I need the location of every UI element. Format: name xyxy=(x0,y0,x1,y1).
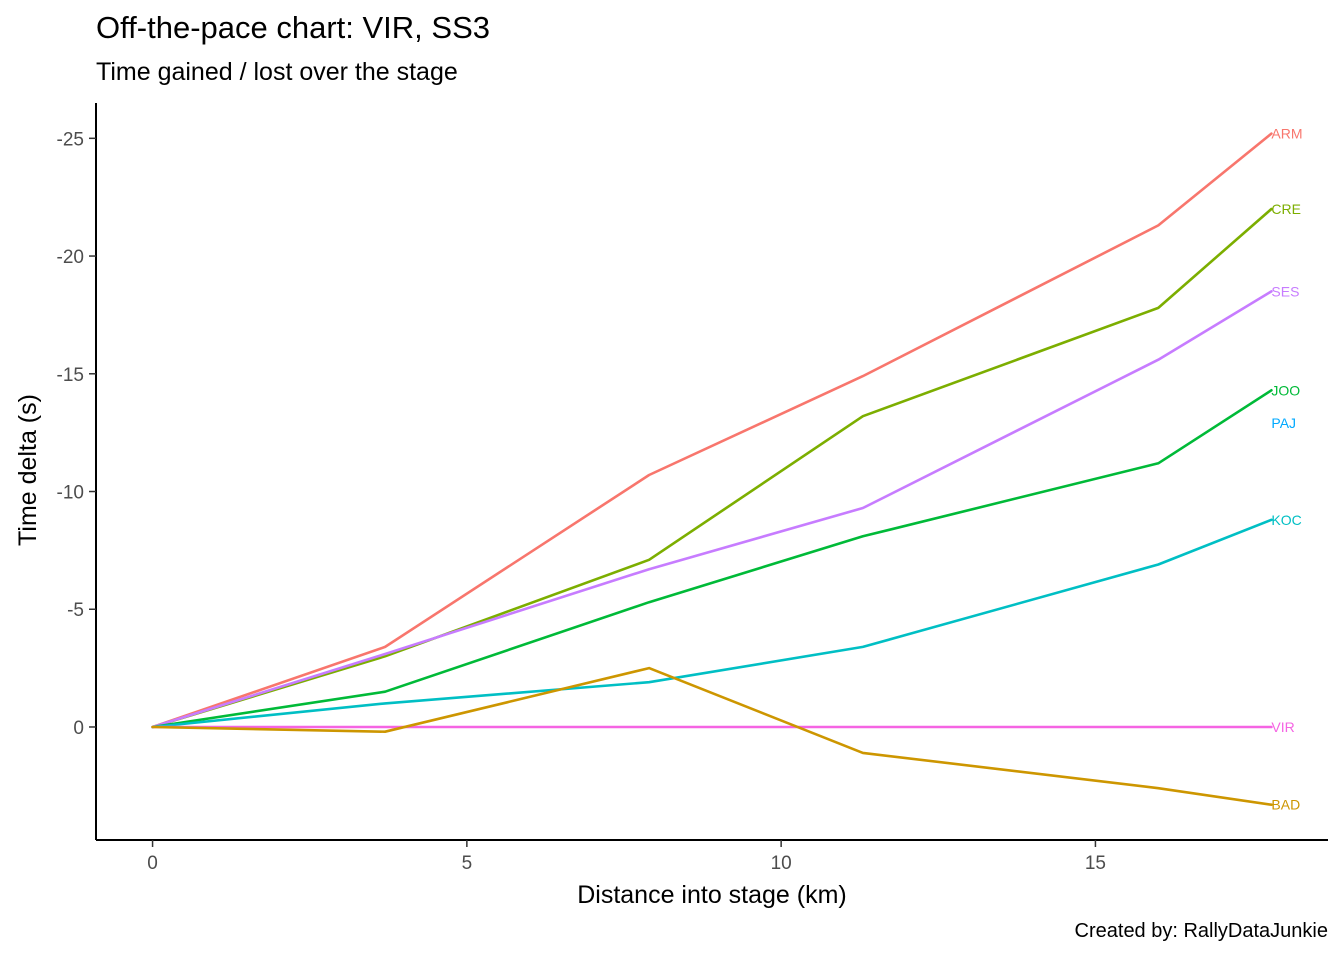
series-label-paj: PAJ xyxy=(1271,415,1296,431)
x-tick-label: 5 xyxy=(462,853,473,874)
series-label-ses: SES xyxy=(1271,283,1299,299)
series-line-koc xyxy=(151,518,1273,729)
series-label-vir: VIR xyxy=(1271,719,1294,735)
series-line-bad xyxy=(151,666,1273,807)
y-axis-label: Time delta (s) xyxy=(14,394,42,546)
x-tick-label: 0 xyxy=(147,853,158,874)
y-tick-label: -20 xyxy=(57,247,84,268)
chart-subtitle: Time gained / lost over the stage xyxy=(96,58,458,86)
series-label-arm: ARM xyxy=(1271,126,1302,142)
series-line-joo xyxy=(151,388,1273,729)
x-tick-label: 15 xyxy=(1085,853,1106,874)
y-tick-label: -10 xyxy=(57,483,84,504)
chart-caption: Created by: RallyDataJunkie xyxy=(1074,920,1328,942)
series-label-koc: KOC xyxy=(1271,512,1301,528)
y-tick-label: -25 xyxy=(57,129,84,150)
series-label-joo: JOO xyxy=(1271,382,1300,398)
series-line-arm xyxy=(151,132,1273,729)
x-tick-label: 10 xyxy=(771,853,792,874)
y-tick-label: 0 xyxy=(73,718,84,739)
x-axis-label: Distance into stage (km) xyxy=(577,881,847,909)
chart-title: Off-the-pace chart: VIR, SS3 xyxy=(96,10,490,45)
series-line-ses xyxy=(151,290,1273,729)
series-label-bad: BAD xyxy=(1271,797,1300,813)
series-line-cre xyxy=(151,207,1273,729)
series-label-cre: CRE xyxy=(1271,201,1301,217)
y-tick-label: -5 xyxy=(67,600,84,621)
y-tick-label: -15 xyxy=(57,365,84,386)
